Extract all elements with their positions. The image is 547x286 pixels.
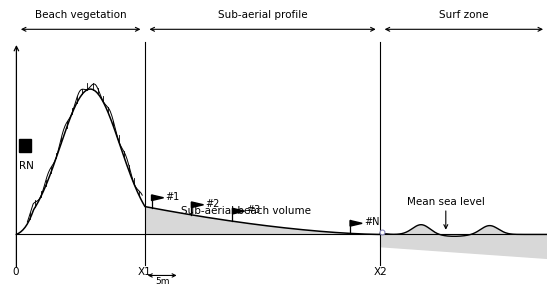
Text: #2: #2	[205, 199, 219, 209]
Polygon shape	[152, 195, 164, 200]
Text: 0: 0	[12, 267, 19, 277]
Text: #1: #1	[165, 192, 179, 202]
Text: Mean sea level: Mean sea level	[407, 197, 485, 207]
Polygon shape	[232, 208, 245, 214]
Polygon shape	[145, 206, 380, 235]
Polygon shape	[191, 202, 203, 208]
Polygon shape	[350, 221, 362, 226]
Text: Sub-aerial profile: Sub-aerial profile	[218, 10, 307, 20]
Text: #N: #N	[364, 217, 379, 227]
Text: Surf zone: Surf zone	[439, 10, 488, 20]
Text: 5m: 5m	[155, 277, 170, 286]
Text: Sub-aerial beach volume: Sub-aerial beach volume	[181, 206, 311, 216]
Text: RN: RN	[19, 161, 34, 171]
Text: #3: #3	[246, 205, 260, 215]
Bar	[19, 139, 31, 152]
Text: Beach vegetation: Beach vegetation	[35, 10, 126, 20]
Text: X1: X1	[138, 267, 152, 277]
Text: X2: X2	[373, 267, 387, 277]
